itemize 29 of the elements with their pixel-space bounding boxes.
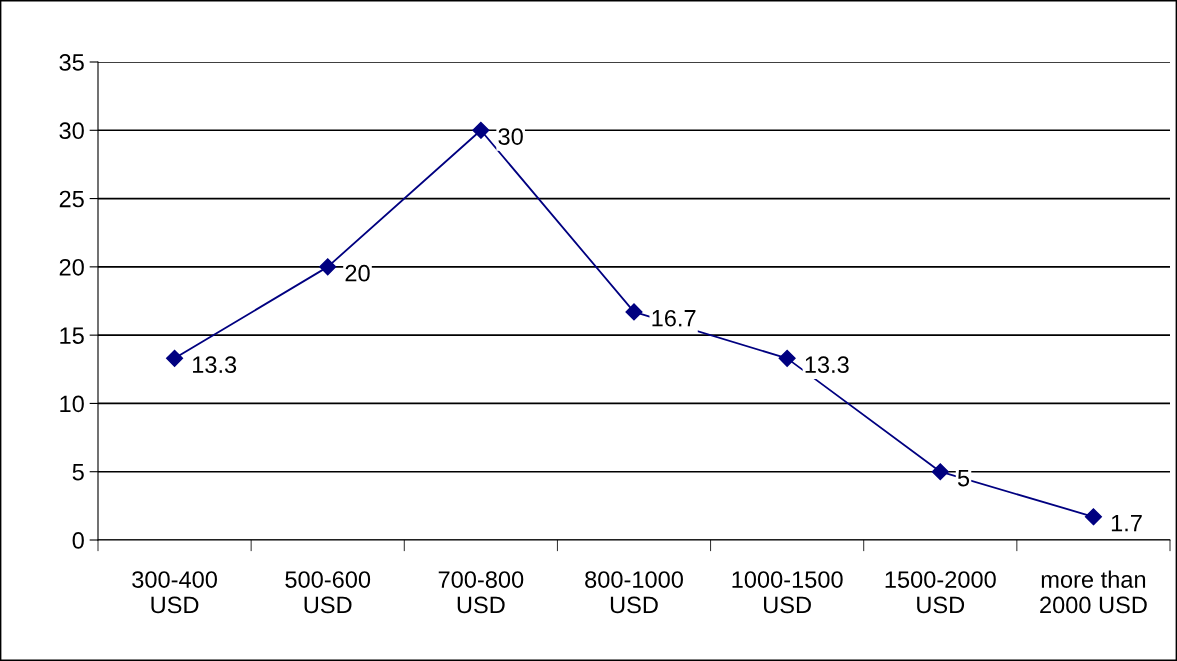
x-tick-label: 1000-1500 USD xyxy=(732,571,843,614)
x-tick-label: 800-1000 USD xyxy=(585,571,683,614)
y-tick-label: 35 xyxy=(59,54,84,71)
data-label: 30 xyxy=(498,128,523,145)
point xyxy=(625,303,643,321)
y-tick-label: 25 xyxy=(59,190,84,208)
point xyxy=(778,349,796,367)
point xyxy=(1084,508,1102,526)
x-tick-label: more than 2000 USD xyxy=(1040,570,1147,614)
point xyxy=(931,463,949,481)
y-tick-label: 10 xyxy=(60,395,84,413)
y-tick-label: 30 xyxy=(59,122,84,140)
y-tick-label: 20 xyxy=(59,258,84,276)
data-label: 5 xyxy=(957,469,970,487)
data-label: 16.7 xyxy=(652,309,696,327)
point xyxy=(319,258,337,276)
point xyxy=(166,349,184,367)
data-label: 13.3 xyxy=(805,356,849,374)
x-tick-label: 700-800 USD xyxy=(438,571,524,614)
data-label: 1.7 xyxy=(1111,514,1142,532)
x-tick-label: 1500-2000 USD xyxy=(885,571,996,614)
y-tick-label: 0 xyxy=(72,532,84,549)
x-tick-label: 300-400 USD xyxy=(132,571,217,614)
point xyxy=(472,121,490,139)
y-tick-label: 15 xyxy=(60,327,84,344)
y-tick-label: 5 xyxy=(72,464,84,481)
data-label: 13.3 xyxy=(193,356,237,374)
x-tick-label: 500-600 USD xyxy=(285,571,371,614)
data-label: 20 xyxy=(345,264,370,282)
